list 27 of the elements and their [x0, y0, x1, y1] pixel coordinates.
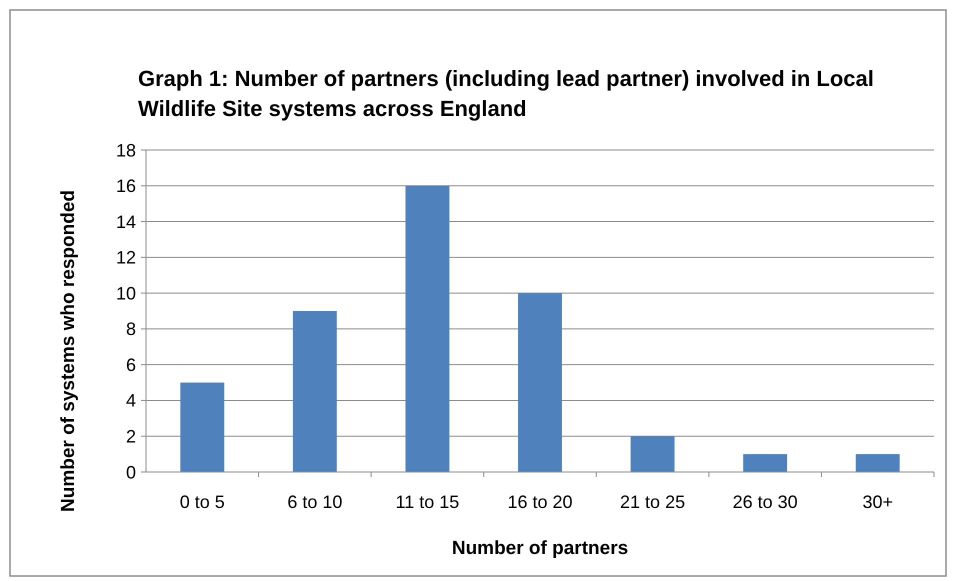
bar [630, 436, 675, 472]
y-tick-label: 8 [126, 319, 136, 340]
y-tick-label: 0 [126, 462, 136, 482]
x-tick-label: 11 to 15 [396, 492, 460, 512]
bar [292, 311, 337, 472]
y-tick-label: 14 [116, 212, 136, 232]
bar [405, 186, 450, 472]
y-tick-label: 2 [126, 426, 136, 447]
chart-title: Graph 1: Number of partners (including lead partner) involved in Local Wildlife Site systems across England [138, 66, 874, 121]
bar [180, 382, 224, 472]
x-tick-label: 26 to 30 [732, 492, 798, 512]
bar [743, 454, 788, 472]
y-axis-title: Number of systems who responded [58, 190, 79, 512]
x-tick-label: 0 to 5 [180, 492, 225, 512]
y-tick-label: 6 [126, 354, 136, 375]
x-tick-label: 6 to 10 [287, 492, 342, 512]
y-tick-label: 18 [116, 140, 136, 160]
y-tick-label: 4 [126, 390, 136, 411]
bar [856, 454, 900, 472]
x-tick-label: 16 to 20 [507, 492, 573, 512]
x-tick-label: 21 to 25 [620, 492, 686, 512]
bar [518, 293, 562, 472]
x-axis-title: Number of partners [452, 538, 628, 559]
x-tick-label: 30+ [862, 492, 893, 512]
y-tick-label: 10 [116, 283, 136, 304]
y-tick-label: 16 [116, 176, 136, 196]
y-tick-label: 12 [116, 248, 136, 268]
